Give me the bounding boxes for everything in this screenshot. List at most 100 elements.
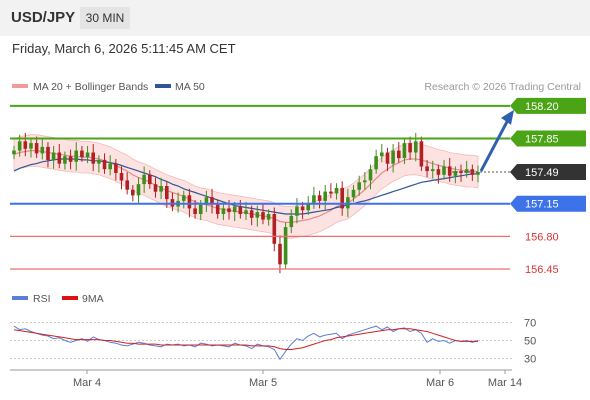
candle-body bbox=[261, 212, 265, 220]
time-tick-label: Mar 4 bbox=[73, 377, 101, 389]
candle-body bbox=[182, 195, 186, 201]
candle-body bbox=[108, 163, 112, 170]
candle-body bbox=[408, 143, 412, 153]
candle-body bbox=[63, 156, 67, 164]
ma9-legend-swatch bbox=[62, 296, 78, 300]
candle-body bbox=[193, 208, 197, 214]
candle-body bbox=[23, 141, 28, 149]
ma50-legend-swatch bbox=[155, 84, 171, 88]
candle-body bbox=[159, 186, 163, 192]
candle-body bbox=[165, 186, 169, 200]
chart-header: USD/JPY 30 MIN bbox=[0, 0, 590, 36]
candle-body bbox=[238, 206, 243, 214]
candle-body bbox=[80, 150, 84, 158]
candle-body bbox=[131, 189, 135, 196]
candle-body bbox=[368, 169, 373, 181]
candle-body bbox=[414, 141, 418, 153]
candle-body bbox=[136, 184, 141, 196]
time-tick-label: Mar 6 bbox=[426, 377, 454, 389]
candle-body bbox=[402, 143, 407, 158]
candle-body bbox=[102, 159, 107, 170]
rsi-tick-30: 30 bbox=[524, 354, 536, 366]
candle-body bbox=[317, 195, 322, 201]
candle-body bbox=[57, 152, 62, 164]
candle-body bbox=[329, 191, 333, 194]
candle-body bbox=[198, 204, 203, 214]
bollinger-band bbox=[13, 134, 479, 239]
candle-body bbox=[419, 141, 424, 167]
candle-body bbox=[278, 243, 282, 265]
candle-body bbox=[74, 150, 78, 162]
candle-body bbox=[397, 150, 401, 159]
candle-body bbox=[374, 156, 378, 170]
level-tag-158.20 bbox=[510, 97, 586, 114]
current-price-label: 157.49 bbox=[525, 167, 559, 179]
candle-body bbox=[351, 189, 356, 198]
candle-body bbox=[436, 169, 441, 175]
level-tag-157.85 bbox=[510, 130, 586, 147]
candle-body bbox=[51, 152, 56, 160]
candle-body bbox=[289, 215, 294, 228]
candle-body bbox=[442, 166, 446, 175]
level-label-156.80: 156.80 bbox=[525, 231, 559, 243]
candle-body bbox=[476, 172, 480, 175]
level-label-157.15: 157.15 bbox=[525, 199, 559, 211]
candle-body bbox=[266, 214, 271, 220]
rsi-legend-swatch bbox=[12, 296, 28, 300]
rsi-line bbox=[13, 325, 479, 361]
candle-body bbox=[187, 195, 192, 209]
candle-body bbox=[447, 166, 452, 176]
ma9-legend-label: 9MA bbox=[82, 293, 104, 305]
time-tick-label: Mar 5 bbox=[249, 377, 277, 389]
projection-arrow-head bbox=[501, 109, 514, 125]
level-lines: 158.20 157.85 157.15 156.80 156.45 157.49 bbox=[10, 97, 586, 276]
candle-body bbox=[380, 152, 384, 157]
currency-pair-title: USD/JPY bbox=[11, 9, 76, 26]
rsi-legend-label: RSI bbox=[33, 293, 51, 305]
candle-body bbox=[430, 169, 435, 172]
candle-body bbox=[249, 210, 254, 218]
candle-body bbox=[215, 204, 220, 214]
level-tag-157.15 bbox=[510, 195, 586, 212]
price-plot-area bbox=[12, 132, 480, 274]
rsi-9ma-line bbox=[13, 328, 478, 350]
timeframe-badge[interactable]: 30 MIN bbox=[80, 7, 130, 29]
candle-body bbox=[29, 143, 33, 149]
time-tick-label: Mar 14 bbox=[488, 377, 522, 389]
candle-body bbox=[391, 150, 395, 164]
candle-body bbox=[363, 180, 367, 183]
candle-body bbox=[204, 197, 209, 205]
candle-body bbox=[340, 187, 344, 209]
candle-body bbox=[97, 159, 101, 164]
candle-body bbox=[464, 169, 469, 173]
candle-body bbox=[453, 171, 458, 176]
candle-body bbox=[210, 197, 214, 205]
ma20-legend-label: MA 20 + Bollinger Bands bbox=[33, 81, 148, 93]
candle-body bbox=[232, 206, 237, 213]
projection-arrow-shaft bbox=[479, 119, 510, 172]
candle-body bbox=[295, 206, 299, 216]
level-label-158.20: 158.20 bbox=[525, 101, 559, 113]
candle-body bbox=[385, 152, 390, 164]
candle-body bbox=[425, 166, 429, 172]
candle-body bbox=[227, 208, 231, 213]
candle-body bbox=[334, 187, 339, 194]
time-axis: Mar 4 Mar 5 Mar 6 Mar 14 bbox=[10, 369, 522, 389]
candle-body bbox=[12, 150, 16, 155]
candle-body bbox=[17, 141, 22, 151]
candle-body bbox=[153, 184, 158, 192]
candle-body bbox=[46, 146, 50, 160]
report-datetime: Friday, March 6, 2026 5:11:45 AM CET bbox=[12, 41, 236, 56]
candle-body bbox=[85, 152, 90, 158]
level-label-157.85: 157.85 bbox=[525, 133, 559, 145]
candle-body bbox=[91, 152, 95, 164]
candle-body bbox=[255, 212, 260, 218]
candle-body bbox=[34, 143, 39, 154]
candle-body bbox=[221, 208, 226, 214]
candle-body bbox=[300, 206, 305, 211]
research-credit: Research © 2026 Trading Central bbox=[424, 81, 581, 93]
candle-body bbox=[244, 210, 248, 214]
candle-body bbox=[283, 227, 288, 265]
level-label-156.45: 156.45 bbox=[525, 264, 559, 276]
